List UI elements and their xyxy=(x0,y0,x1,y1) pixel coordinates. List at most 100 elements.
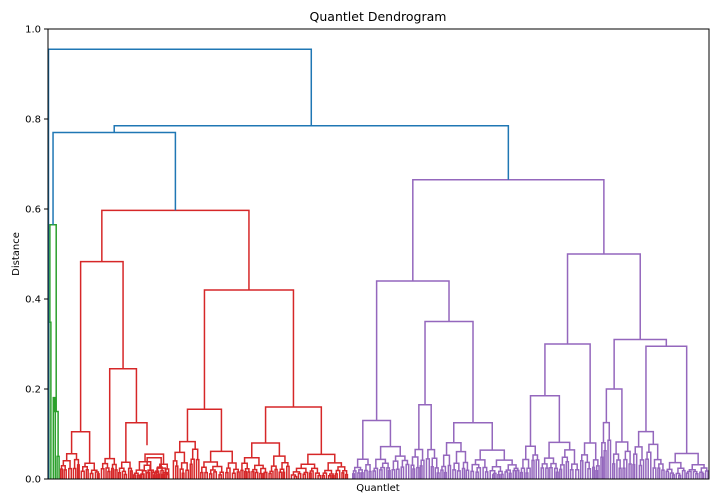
dendrogram-link xyxy=(85,468,89,479)
dendrogram-link xyxy=(362,419,392,460)
dendrogram-link xyxy=(584,461,590,479)
dendrogram-link xyxy=(375,458,387,469)
dendrogram-link xyxy=(154,470,160,475)
dendrogram-link xyxy=(300,463,316,469)
dendrogram-link xyxy=(471,463,480,472)
dendrogram-link xyxy=(136,474,140,479)
y-tick-label: 0.6 xyxy=(25,205,41,216)
dendrogram-link xyxy=(290,474,297,479)
dendrogram-link xyxy=(638,464,643,479)
dendrogram-link xyxy=(185,469,190,479)
dendrogram-link xyxy=(268,472,272,479)
dendrogram-link xyxy=(195,458,200,479)
dendrogram-link xyxy=(203,461,219,468)
dendrogram-link xyxy=(356,458,369,468)
dendrogram-link xyxy=(569,468,574,479)
dendrogram-link xyxy=(465,469,470,479)
dendrogram-link xyxy=(495,459,513,467)
dendrogram-link xyxy=(657,467,661,479)
dendrogram-link xyxy=(181,472,185,479)
dendrogram-link xyxy=(302,473,307,479)
dendrogram-link xyxy=(575,469,580,479)
dendrogram-link xyxy=(260,467,267,474)
dendrogram-link xyxy=(497,470,503,475)
dendrogram-link xyxy=(416,466,420,479)
dendrogram-link xyxy=(592,466,596,479)
dendrogram-link xyxy=(133,472,139,476)
dendrogram-link xyxy=(475,471,479,479)
dendrogram-link xyxy=(236,471,240,479)
dendrogram-link xyxy=(701,472,705,479)
dendrogram-link xyxy=(179,468,184,479)
dendrogram-link xyxy=(357,472,361,479)
dendrogram-link xyxy=(526,467,531,479)
dendrogram-link xyxy=(652,467,657,479)
dendrogram-link xyxy=(68,467,73,479)
dendrogram-link xyxy=(204,471,209,479)
dendrogram-link xyxy=(59,468,64,479)
dendrogram-link xyxy=(341,472,345,479)
dendrogram-link xyxy=(482,466,488,479)
plot-frame xyxy=(47,28,710,480)
x-axis-label: Quantlet xyxy=(356,483,400,494)
dendrogram-link xyxy=(172,460,178,479)
dendrogram-link xyxy=(504,471,509,479)
dendrogram-link xyxy=(379,445,401,460)
dendrogram-link xyxy=(208,473,213,479)
dendrogram-link xyxy=(254,464,264,470)
dendrogram-links xyxy=(47,48,709,479)
dendrogram-link xyxy=(443,471,447,479)
red-right-root xyxy=(203,289,295,410)
dendrogram-link xyxy=(470,470,475,479)
dendrogram-link xyxy=(132,474,137,479)
dendrogram-link xyxy=(666,468,673,474)
dendrogram-link xyxy=(165,473,170,479)
dendrogram-link xyxy=(595,469,599,479)
dendrogram-link xyxy=(685,472,690,479)
dendrogram-link xyxy=(200,471,204,479)
purple-cluster-root xyxy=(412,179,605,281)
dendrogram-link xyxy=(479,449,506,461)
dendrogram-link xyxy=(462,461,469,471)
dendrogram-link xyxy=(52,396,57,479)
dendrogram-link xyxy=(628,463,632,479)
dendrogram-link xyxy=(191,448,199,460)
dendrogram-link xyxy=(545,467,549,479)
dendrogram-link xyxy=(146,456,162,469)
dendrogram-link xyxy=(209,450,233,464)
dendrogram-link xyxy=(529,395,561,447)
dendrogram-link xyxy=(240,469,244,479)
dendrogram-link xyxy=(190,458,195,479)
dendrogram-link xyxy=(544,343,591,443)
dendrogram-link xyxy=(525,472,529,479)
dendrogram-link xyxy=(440,469,444,479)
dendrogram-link xyxy=(189,463,193,479)
dendrogram-link xyxy=(201,466,207,473)
dendrogram-link xyxy=(505,469,511,474)
dendrogram-link xyxy=(559,464,565,479)
dendrogram-link xyxy=(335,469,341,479)
dendrogram-link xyxy=(461,467,466,479)
dendrogram-link xyxy=(579,459,584,479)
dendrogram-link xyxy=(278,471,283,479)
dendrogram-link xyxy=(583,442,597,460)
dendrogram-link xyxy=(337,466,346,471)
dendrogram-link xyxy=(549,466,553,479)
dendrogram-link xyxy=(522,458,530,469)
dendrogram-link xyxy=(365,464,371,472)
y-tick-label: 0.2 xyxy=(25,385,41,396)
dendrogram-link xyxy=(447,464,452,479)
dendrogram-link xyxy=(368,470,372,479)
chart-title: Quantlet Dendrogram xyxy=(310,9,447,24)
dendrogram-link xyxy=(111,463,117,470)
dendrogram-link xyxy=(601,442,606,458)
dendrogram-link xyxy=(441,465,447,473)
dendrogram-link xyxy=(297,472,302,479)
dendrogram-link xyxy=(524,445,536,460)
dendrogram-link xyxy=(104,457,116,465)
dendrogram-link xyxy=(72,467,77,479)
dendrogram-link xyxy=(686,470,692,479)
dendrogram-link xyxy=(270,465,277,472)
dendrogram-link xyxy=(424,320,474,423)
